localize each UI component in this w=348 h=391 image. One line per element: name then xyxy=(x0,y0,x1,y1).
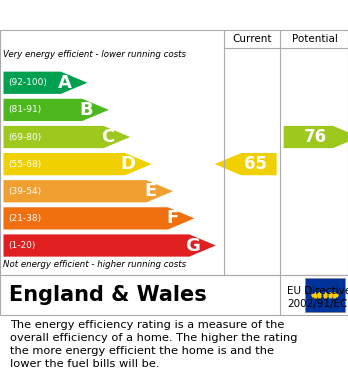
Polygon shape xyxy=(3,207,195,230)
Text: 65: 65 xyxy=(244,155,267,173)
Text: Potential: Potential xyxy=(292,34,338,44)
Text: (39-54): (39-54) xyxy=(9,187,42,196)
Text: A: A xyxy=(57,74,71,92)
Polygon shape xyxy=(3,99,109,121)
Text: England & Wales: England & Wales xyxy=(9,285,206,305)
Text: (55-68): (55-68) xyxy=(9,160,42,169)
Text: (69-80): (69-80) xyxy=(9,133,42,142)
Text: Not energy efficient - higher running costs: Not energy efficient - higher running co… xyxy=(3,260,187,269)
Text: Energy Efficiency Rating: Energy Efficiency Rating xyxy=(10,8,232,23)
Text: 76: 76 xyxy=(303,128,326,146)
Bar xyxy=(304,278,345,312)
Polygon shape xyxy=(3,180,173,203)
Text: E: E xyxy=(145,182,157,200)
Polygon shape xyxy=(215,153,277,175)
Text: The energy efficiency rating is a measure of the
overall efficiency of a home. T: The energy efficiency rating is a measur… xyxy=(10,319,298,369)
Text: (81-91): (81-91) xyxy=(9,106,42,115)
Text: EU Directive: EU Directive xyxy=(287,286,348,296)
Text: G: G xyxy=(185,237,200,255)
Polygon shape xyxy=(3,153,152,175)
Text: (21-38): (21-38) xyxy=(9,214,42,223)
Text: C: C xyxy=(101,128,114,146)
Text: D: D xyxy=(120,155,135,173)
Text: 2002/91/EC: 2002/91/EC xyxy=(287,299,347,309)
Polygon shape xyxy=(3,72,87,94)
Text: Very energy efficient - lower running costs: Very energy efficient - lower running co… xyxy=(3,50,187,59)
Text: Current: Current xyxy=(232,34,272,44)
Polygon shape xyxy=(3,126,130,148)
Text: (92-100): (92-100) xyxy=(9,78,48,87)
Text: (1-20): (1-20) xyxy=(9,241,36,250)
Polygon shape xyxy=(3,234,216,256)
Polygon shape xyxy=(284,126,348,148)
Text: F: F xyxy=(166,210,178,228)
Text: B: B xyxy=(79,101,93,119)
